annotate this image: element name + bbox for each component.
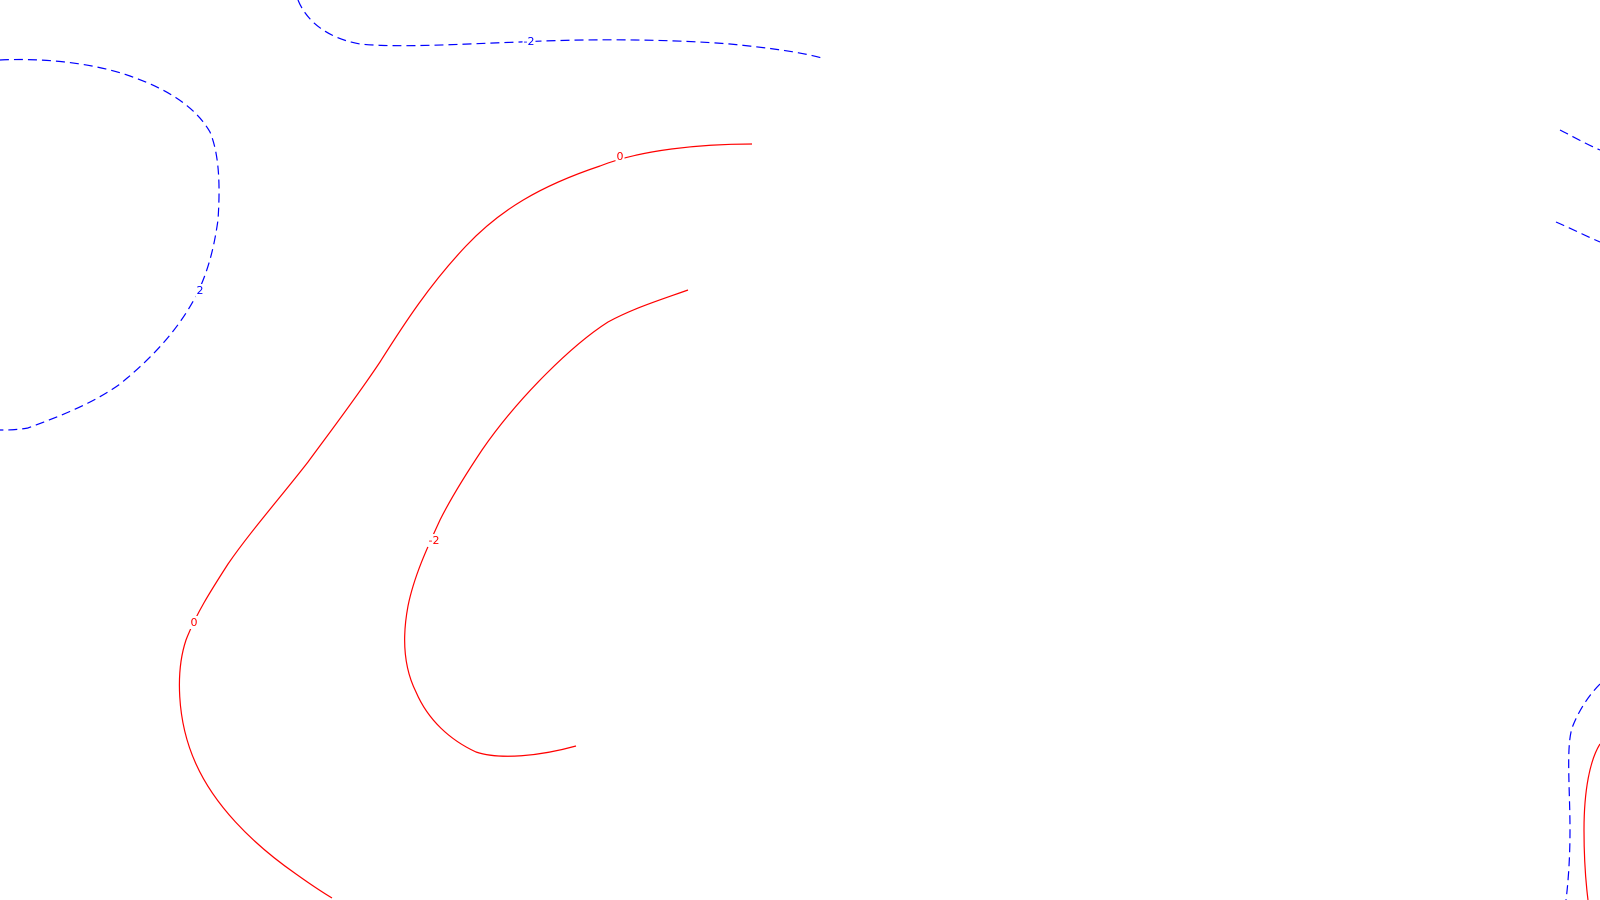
contour-line-minus2 <box>404 289 689 757</box>
contour-line-left-dashed <box>0 58 220 431</box>
contour-line-right-solid <box>1583 743 1600 900</box>
contour-label-minus2: -2 <box>429 534 440 547</box>
contour-label-top-dashed: -2 <box>524 35 535 48</box>
contour-label-0-left: 0 <box>191 616 198 629</box>
contour-label-halo <box>427 534 441 547</box>
contour-line-right-dashed-1 <box>1559 129 1600 151</box>
contour-label-0-top: 0 <box>617 150 624 163</box>
contour-label-halo <box>615 150 625 163</box>
contour-label-halo <box>195 284 205 297</box>
contour-label-halo <box>189 616 199 629</box>
contour-line-right-dashed-2 <box>1555 221 1600 243</box>
contour-label-left-dashed: 2 <box>197 284 204 297</box>
contour-line-right-dashed-3 <box>1565 683 1600 900</box>
contour-line-top-dashed <box>297 0 823 59</box>
contour-line-0 <box>178 143 753 899</box>
contour-label-halo <box>522 35 536 48</box>
